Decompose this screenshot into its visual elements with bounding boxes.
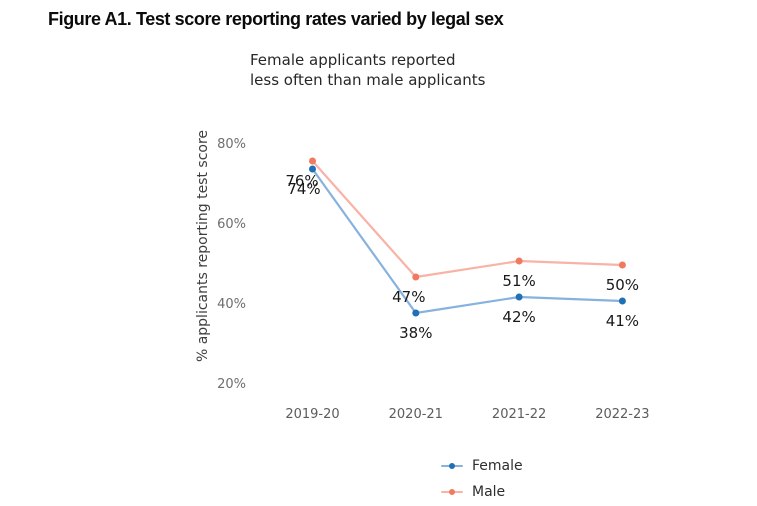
y-tick-label: 80% (217, 137, 246, 152)
x-tick-label: 2019-20 (285, 407, 340, 422)
male-point-label: 76% (285, 171, 319, 190)
female-data-point (515, 293, 523, 301)
male-data-point (309, 157, 316, 165)
figure-title: Figure A1. Test score reporting rates va… (48, 9, 504, 29)
male-point-label: 51% (502, 272, 536, 290)
male-series-line (311, 159, 624, 279)
male-data-point (515, 257, 523, 265)
x-tick-label: 2020-21 (388, 407, 443, 422)
subtitle-line-1: Female applicants reported (250, 51, 456, 69)
legend: Female Male (441, 453, 523, 505)
female-series-line (311, 167, 624, 315)
legend-label-female: Female (472, 458, 523, 474)
female-point-label: 38% (399, 324, 433, 342)
x-tick-label: 2021-22 (491, 407, 547, 422)
subtitle-line-2: less often than male applicants (250, 70, 486, 89)
female-data-point (618, 297, 626, 305)
female-point-label: 74% (287, 179, 321, 198)
male-point-label: 50% (605, 276, 640, 294)
y-tick-label: 40% (217, 297, 246, 312)
chart-subtitle: Female applicants reported less often th… (250, 51, 485, 90)
y-tick-label: 60% (217, 217, 246, 232)
male-data-point (412, 273, 420, 281)
female-legend-marker-icon (441, 463, 463, 469)
legend-label-male: Male (472, 484, 506, 500)
male-data-point (618, 261, 626, 269)
y-tick-label: 20% (217, 377, 246, 392)
male-point-label: 47% (392, 288, 426, 306)
female-data-point (412, 309, 420, 317)
legend-item-male: Male (441, 479, 523, 505)
legend-item-female: Female (441, 453, 523, 479)
female-point-label: 41% (605, 312, 640, 330)
female-point-label: 42% (502, 308, 536, 326)
male-legend-marker-icon (441, 489, 463, 495)
x-tick-label: 2022-23 (595, 407, 650, 422)
